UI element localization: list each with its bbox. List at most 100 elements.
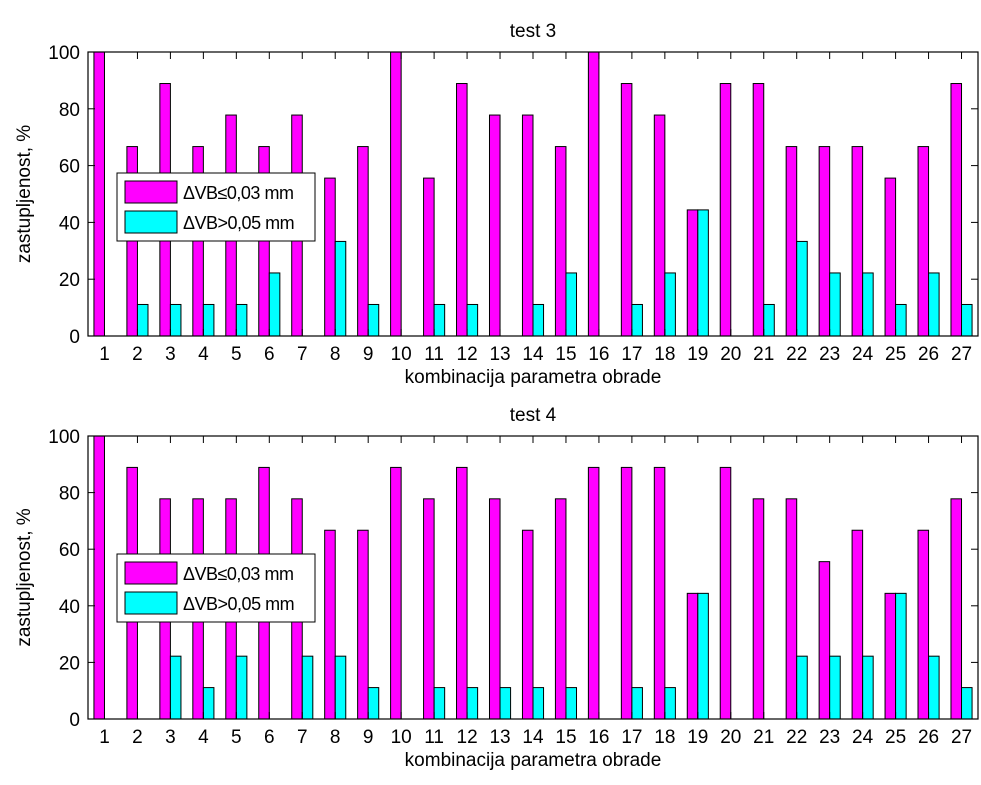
x-tick-label: 17 <box>621 727 642 748</box>
x-axis-label: kombinacija parametra obrade <box>405 750 662 771</box>
bar-vb-le-003-8 <box>324 529 336 720</box>
x-tick-label: 5 <box>231 344 242 365</box>
bar-vb-le-003-27 <box>950 83 963 337</box>
bar-vb-gt-005-26 <box>928 272 940 337</box>
bar-vb-gt-005-25 <box>895 592 907 720</box>
x-tick-label: 14 <box>522 727 544 748</box>
bar-vb-le-003-14 <box>521 114 534 337</box>
bar-vb-le-003-10 <box>390 51 402 337</box>
y-tick-label: 0 <box>69 710 80 731</box>
bar-vb-gt-005-18 <box>664 272 676 337</box>
bar-vb-gt-005-26 <box>928 655 940 720</box>
y-tick-label: 20 <box>59 653 80 674</box>
y-tick-label: 0 <box>69 327 80 348</box>
x-tick-label: 7 <box>297 344 308 365</box>
bar-vb-gt-005-15 <box>565 272 578 337</box>
bar-vb-gt-005-22 <box>796 655 808 720</box>
bar-vb-le-003-17 <box>620 83 633 337</box>
x-tick-label: 9 <box>363 727 374 748</box>
x-tick-label: 13 <box>489 344 510 365</box>
y-tick-label: 40 <box>59 597 80 618</box>
bar-vb-gt-005-7 <box>301 655 314 720</box>
x-tick-label: 2 <box>132 727 143 748</box>
bar-vb-le-003-20 <box>719 83 732 337</box>
x-tick-label: 24 <box>852 727 874 748</box>
legend-label: ΔVB≤0,03 mm <box>183 564 293 584</box>
y-tick-label: 20 <box>59 270 80 291</box>
bar-vb-le-003-1 <box>93 51 105 337</box>
legend-swatch <box>124 591 178 615</box>
bar-vb-le-003-11 <box>423 177 435 337</box>
bar-vb-le-003-13 <box>488 498 501 720</box>
bar-vb-gt-005-22 <box>796 240 808 337</box>
x-tick-label: 25 <box>885 344 906 365</box>
bar-vb-gt-005-6 <box>268 272 281 337</box>
bar-vb-le-003-26 <box>917 146 930 337</box>
bar-vb-le-003-16 <box>587 51 600 337</box>
x-tick-label: 18 <box>654 727 675 748</box>
bar-vb-le-003-25 <box>884 592 897 720</box>
bar-vb-le-003-22 <box>785 498 798 720</box>
x-tick-label: 12 <box>457 727 478 748</box>
bar-vb-gt-005-24 <box>862 655 874 720</box>
bar-vb-le-003-19 <box>686 209 699 337</box>
bar-vb-gt-005-14 <box>532 303 545 337</box>
bar-vb-gt-005-24 <box>862 272 874 337</box>
y-axis-label: zastupljenost, % <box>14 125 35 263</box>
chart-title: test 3 <box>510 21 556 42</box>
legend: ΔVB≤0,03 mm ΔVB>0,05 mm <box>116 553 316 623</box>
x-tick-label: 15 <box>555 727 576 748</box>
x-axis-label: kombinacija parametra obrade <box>405 367 662 388</box>
y-tick-label: 100 <box>48 427 80 448</box>
x-tick-label: 10 <box>391 344 412 365</box>
y-axis-label: zastupljenost, % <box>14 508 35 646</box>
x-tick-label: 26 <box>918 727 939 748</box>
x-tick-label: 12 <box>457 344 478 365</box>
bar-vb-le-003-20 <box>719 466 732 720</box>
legend-label: ΔVB>0,05 mm <box>183 594 294 614</box>
bar-vb-le-003-23 <box>818 561 831 720</box>
x-tick-label: 1 <box>99 727 110 748</box>
bar-vb-gt-005-23 <box>829 655 841 720</box>
x-tick-label: 24 <box>852 344 874 365</box>
bar-vb-gt-005-11 <box>433 687 446 720</box>
bar-vb-gt-005-19 <box>697 592 709 720</box>
x-tick-label: 11 <box>424 344 444 365</box>
bar-vb-le-003-9 <box>357 529 369 720</box>
x-tick-label: 2 <box>132 344 143 365</box>
bar-vb-le-003-26 <box>917 529 930 720</box>
bar-vb-le-003-23 <box>818 146 831 337</box>
y-tick-label: 60 <box>59 157 80 178</box>
bar-vb-le-003-8 <box>324 177 336 337</box>
bar-vb-le-003-21 <box>752 83 765 337</box>
bar-vb-gt-005-12 <box>466 303 479 337</box>
bar-vb-le-003-27 <box>950 498 963 720</box>
bar-vb-le-003-10 <box>390 466 402 720</box>
bar-vb-gt-005-8 <box>334 240 347 337</box>
bar-vb-gt-005-27 <box>961 687 973 720</box>
y-tick-label: 40 <box>59 213 80 234</box>
bar-vb-gt-005-4 <box>202 687 215 720</box>
x-tick-label: 3 <box>165 344 176 365</box>
bar-vb-le-003-21 <box>752 498 765 720</box>
bar-vb-le-003-11 <box>423 498 435 720</box>
bar-vb-gt-005-18 <box>664 687 676 720</box>
bar-vb-le-003-18 <box>653 114 666 337</box>
x-tick-label: 27 <box>951 727 972 748</box>
bar-vb-le-003-18 <box>653 466 666 720</box>
bar-vb-le-003-17 <box>620 466 633 720</box>
bar-vb-le-003-15 <box>554 498 567 720</box>
x-tick-label: 11 <box>424 727 444 748</box>
chart-title: test 4 <box>510 405 557 426</box>
bar-vb-le-003-9 <box>357 146 369 337</box>
bar-vb-gt-005-27 <box>961 303 973 337</box>
bar-vb-le-003-16 <box>587 466 600 720</box>
bar-vb-gt-005-9 <box>367 303 380 337</box>
bar-vb-gt-005-23 <box>829 272 841 337</box>
bar-vb-gt-005-15 <box>565 687 578 720</box>
x-tick-label: 4 <box>198 344 209 365</box>
